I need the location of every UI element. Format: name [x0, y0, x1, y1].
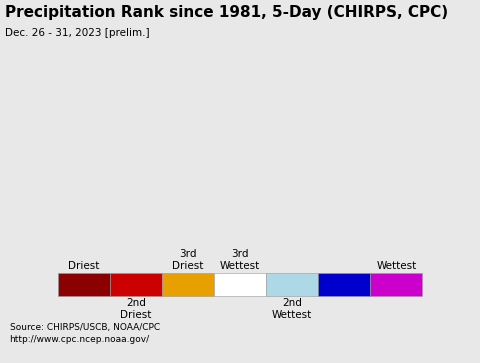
Bar — [266, 273, 318, 296]
Text: Driest: Driest — [68, 261, 99, 270]
Text: Source: CHIRPS/USCB, NOAA/CPC
http://www.cpc.ncep.noaa.gov/: Source: CHIRPS/USCB, NOAA/CPC http://www… — [10, 323, 160, 344]
Bar — [58, 273, 110, 296]
Bar — [110, 273, 162, 296]
Bar — [214, 273, 266, 296]
Text: Dec. 26 - 31, 2023 [prelim.]: Dec. 26 - 31, 2023 [prelim.] — [5, 28, 149, 38]
Text: 2nd
Driest: 2nd Driest — [120, 298, 152, 320]
Bar — [162, 273, 214, 296]
Text: 3rd
Driest: 3rd Driest — [172, 249, 204, 270]
Bar — [318, 273, 370, 296]
Text: Precipitation Rank since 1981, 5-Day (CHIRPS, CPC): Precipitation Rank since 1981, 5-Day (CH… — [5, 5, 448, 20]
Text: 3rd
Wettest: 3rd Wettest — [220, 249, 260, 270]
Text: Wettest: Wettest — [376, 261, 417, 270]
Text: 2nd
Wettest: 2nd Wettest — [272, 298, 312, 320]
Bar — [370, 273, 422, 296]
